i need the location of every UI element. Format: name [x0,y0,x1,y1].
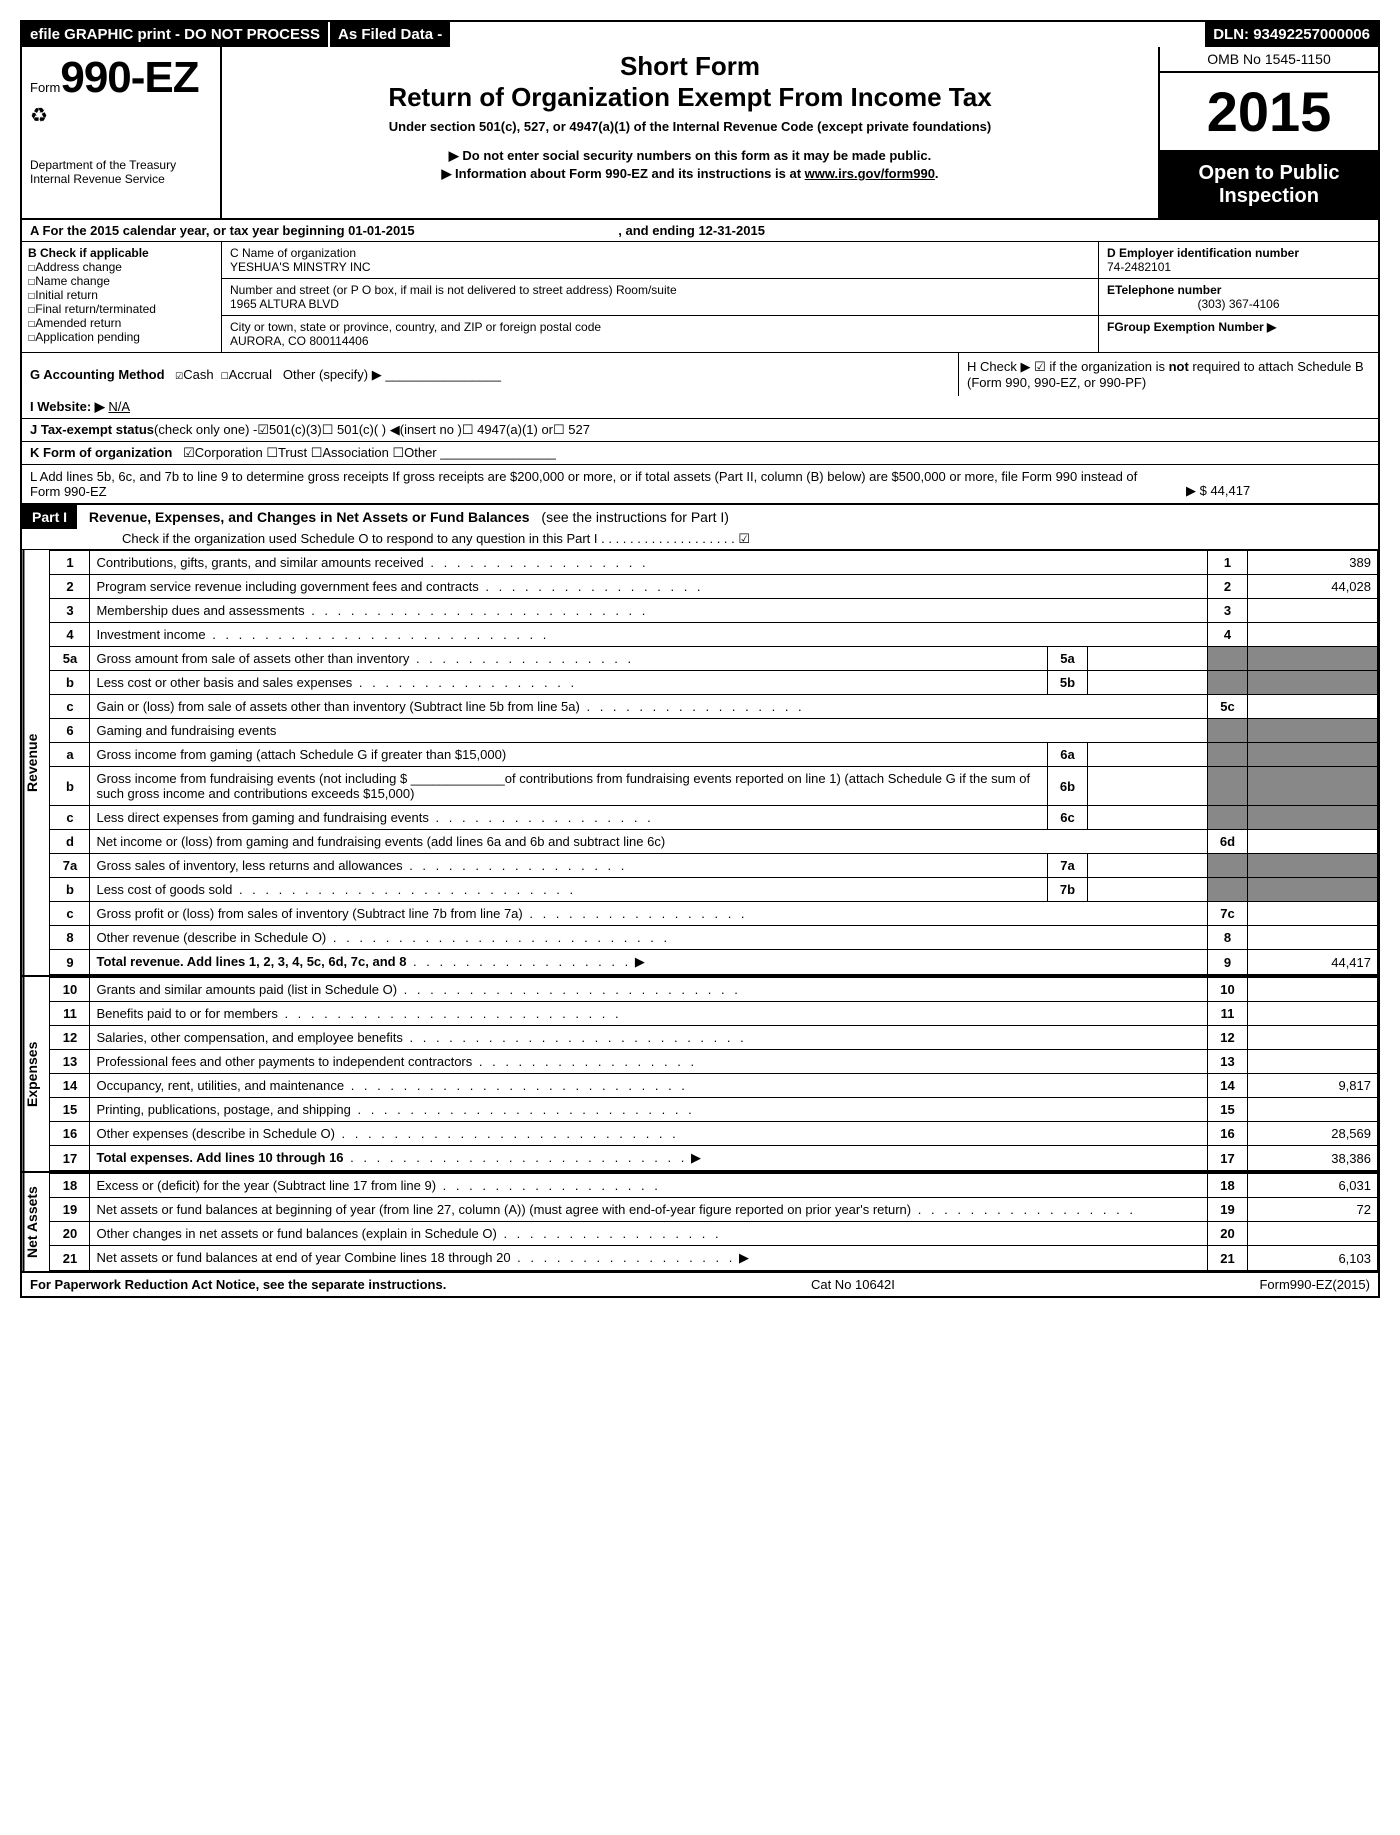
line-9: 9Total revenue. Add lines 1, 2, 3, 4, 5c… [50,950,1378,975]
org-city: AURORA, CO 800114406 [230,334,1090,348]
line-8: 8Other revenue (describe in Schedule O)8 [50,926,1378,950]
line-7b: bLess cost of goods sold7b [50,878,1378,902]
line-1: 1Contributions, gifts, grants, and simil… [50,551,1378,575]
expenses-label: Expenses [22,977,49,1171]
line-3: 3Membership dues and assessments3 [50,599,1378,623]
section-def: D Employer identification number 74-2482… [1098,242,1378,352]
efile-label: efile GRAPHIC print - DO NOT PROCESS [22,22,328,47]
line-6: 6Gaming and fundraising events [50,719,1378,743]
line-18: 18Excess or (deficit) for the year (Subt… [50,1174,1378,1198]
form-number: 990-EZ [60,53,198,102]
irs-link[interactable]: www.irs.gov/form990 [805,166,935,181]
chk-address[interactable]: ☐Address change [28,260,215,274]
line-6d: dNet income or (loss) from gaming and fu… [50,830,1378,854]
telephone: (303) 367-4106 [1107,297,1370,311]
omb-number: OMB No 1545-1150 [1160,47,1378,73]
line-2: 2Program service revenue including gover… [50,575,1378,599]
line-17: 17Total expenses. Add lines 10 through 1… [50,1146,1378,1171]
line-16: 16Other expenses (describe in Schedule O… [50,1122,1378,1146]
chk-final[interactable]: ☐Final return/terminated [28,302,215,316]
open-public: Open to Public Inspection [1160,152,1378,218]
line-14: 14Occupancy, rent, utilities, and mainte… [50,1074,1378,1098]
line-21: 21Net assets or fund balances at end of … [50,1246,1378,1271]
top-bar: efile GRAPHIC print - DO NOT PROCESS As … [22,22,1378,47]
header-center: Short Form Return of Organization Exempt… [222,47,1158,218]
chk-accrual[interactable]: ☐ [221,368,229,383]
line-20: 20Other changes in net assets or fund ba… [50,1222,1378,1246]
line-13: 13Professional fees and other payments t… [50,1050,1378,1074]
form-prefix: Form [30,80,60,95]
line-19: 19Net assets or fund balances at beginni… [50,1198,1378,1222]
revenue-label: Revenue [22,550,49,975]
line-5c: cGain or (loss) from sale of assets othe… [50,695,1378,719]
line-6a: aGross income from gaming (attach Schedu… [50,743,1378,767]
section-h: H Check ▶ ☑ if the organization is not r… [958,353,1378,396]
footer-left: For Paperwork Reduction Act Notice, see … [30,1277,446,1292]
under-section: Under section 501(c), 527, or 4947(a)(1)… [232,119,1148,134]
netassets-section: Net Assets 18Excess or (deficit) for the… [22,1171,1378,1271]
line-7a: 7aGross sales of inventory, less returns… [50,854,1378,878]
revenue-section: Revenue 1Contributions, gifts, grants, a… [22,550,1378,975]
website: N/A [108,399,130,414]
header-left: Form990-EZ ♻ Department of the Treasury … [22,47,222,218]
line-7c: cGross profit or (loss) from sales of in… [50,902,1378,926]
chk-initial[interactable]: ☐Initial return [28,288,215,302]
short-form-title: Short Form [232,51,1148,82]
footer: For Paperwork Reduction Act Notice, see … [22,1271,1378,1296]
section-i: I Website: ▶ N/A [22,396,1378,419]
asfiled-label: As Filed Data - [328,22,452,47]
section-j: J Tax-exempt status(check only one) -☑50… [22,419,1378,442]
expenses-section: Expenses 10Grants and similar amounts pa… [22,975,1378,1171]
gh-row: G Accounting Method ☑Cash ☐Accrual Other… [22,353,1378,396]
line-15: 15Printing, publications, postage, and s… [50,1098,1378,1122]
group-exemption: FGroup Exemption Number ▶ [1107,320,1370,334]
dln-label: DLN: 93492257000006 [1205,22,1378,47]
chk-pending[interactable]: ☐Application pending [28,330,215,344]
section-b: B Check if applicable ☐Address change ☐N… [22,242,222,352]
netassets-table: 18Excess or (deficit) for the year (Subt… [49,1173,1378,1271]
chk-name[interactable]: ☐Name change [28,274,215,288]
line-12: 12Salaries, other compensation, and empl… [50,1026,1378,1050]
org-name: YESHUA'S MINSTRY INC [230,260,1090,274]
dept-irs: Internal Revenue Service [30,172,212,186]
header: Form990-EZ ♻ Department of the Treasury … [22,47,1378,218]
header-right: OMB No 1545-1150 2015 Open to Public Ins… [1158,47,1378,218]
line-6b: bGross income from fundraising events (n… [50,767,1378,806]
gross-receipts: ▶ $ 44,417 [1178,465,1378,503]
section-c: C Name of organization YESHUA'S MINSTRY … [222,242,1098,352]
line-5b: bLess cost or other basis and sales expe… [50,671,1378,695]
line-5a: 5aGross amount from sale of assets other… [50,647,1378,671]
footer-right: Form990-EZ(2015) [1259,1277,1370,1292]
line-6c: cLess direct expenses from gaming and fu… [50,806,1378,830]
chk-amended[interactable]: ☐Amended return [28,316,215,330]
notice-2: ▶ Information about Form 990-EZ and its … [232,166,1148,182]
line-10: 10Grants and similar amounts paid (list … [50,978,1378,1002]
line-4: 4Investment income4 [50,623,1378,647]
section-k: K Form of organization ☑Corporation ☐Tru… [22,442,1378,464]
ein: 74-2482101 [1107,260,1370,274]
revenue-table: 1Contributions, gifts, grants, and simil… [49,550,1378,975]
netassets-label: Net Assets [22,1173,49,1271]
expenses-table: 10Grants and similar amounts paid (list … [49,977,1378,1171]
section-l: L Add lines 5b, 6c, and 7b to line 9 to … [22,464,1378,503]
section-a: A For the 2015 calendar year, or tax yea… [22,220,1378,242]
dept-treasury: Department of the Treasury [30,158,212,172]
part-1-header: Part I Revenue, Expenses, and Changes in… [22,503,1378,550]
form-page: efile GRAPHIC print - DO NOT PROCESS As … [20,20,1380,1298]
org-street: 1965 ALTURA BLVD [230,297,1090,311]
org-info-row: B Check if applicable ☐Address change ☐N… [22,242,1378,353]
footer-mid: Cat No 10642I [811,1277,895,1292]
line-11: 11Benefits paid to or for members11 [50,1002,1378,1026]
return-title: Return of Organization Exempt From Incom… [232,82,1148,113]
notice-1: ▶ Do not enter social security numbers o… [232,148,1148,164]
tax-year: 2015 [1160,73,1378,152]
recycle-icon: ♻ [30,103,212,128]
